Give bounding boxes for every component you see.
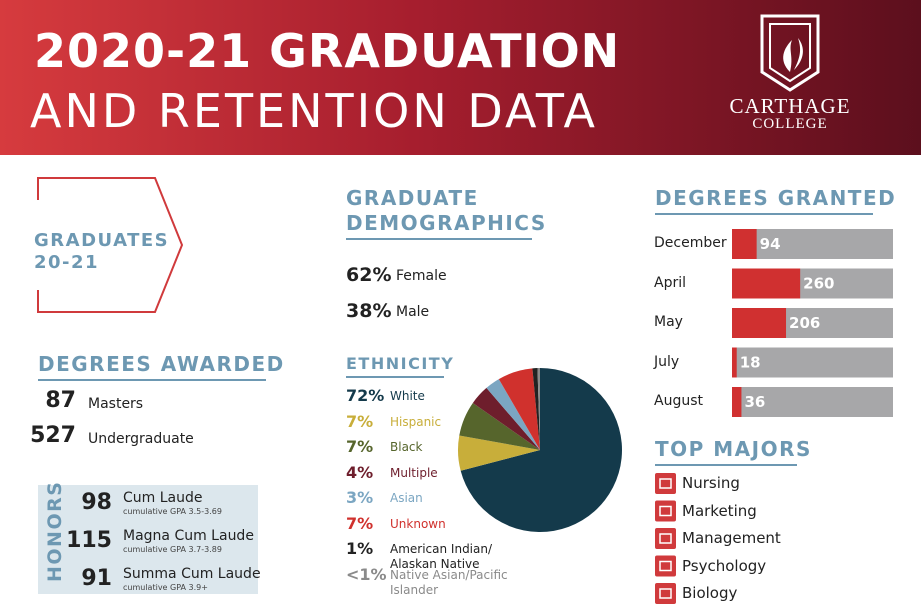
ethnicity-label: Hispanic [390,414,442,429]
bar-label: May [654,314,683,330]
ethnicity-label: Multiple [390,465,438,480]
logo-text: COLLEGE [752,116,828,132]
honor-count: 91 [81,566,112,591]
major-icon [655,500,676,522]
major: Biology [682,584,738,602]
ethnicity-percent: <1% [346,564,387,584]
honor-note: cumulative GPA 3.5-3.69 [123,507,222,516]
pie-slice [532,368,540,450]
major-icon-detail [659,588,672,599]
major-icon [655,555,676,577]
section-title: GRADUATES [34,230,170,251]
count-label: Masters [88,396,144,412]
major: Psychology [682,556,767,575]
bar [732,387,742,417]
count-label: Undergraduate [88,431,194,447]
bar-value: 94 [760,235,781,253]
ethnicity-label: White [390,389,425,403]
ethnicity-label: American Indian/ Alaskan Native [390,542,493,571]
ethnicity-percent: 7% [346,513,374,533]
bar [732,229,757,259]
bar-label: August [654,393,703,409]
gender-percent: 38% [346,300,392,322]
bar-track [732,347,893,378]
ethnicity-percent: 7% [346,437,374,456]
pie-slice [498,368,540,450]
ethnicity-percent: 1% [346,539,374,558]
major-icon-detail [659,478,672,489]
section-title: GRADUATE [346,186,479,210]
ethnicity-percent: 4% [346,462,374,482]
ethnicity-label: Black [390,440,423,454]
ethnicity-label: Unknown [390,516,446,531]
honor-label: Cum Laude [123,490,203,506]
bar-value: 260 [803,275,834,293]
major-icon-detail [659,505,672,517]
gender-percent: 62% [346,264,392,286]
header-band [0,0,921,155]
logo-text: CARTHAGE [729,94,851,118]
bar-label: December [654,235,727,251]
title: 2020-21 GRADUATION [34,24,621,78]
count: 527 [30,423,76,448]
major-icon [655,528,676,549]
bar-value: 206 [789,314,820,332]
honor-label: Magna Cum Laude [123,528,254,544]
logo-shield [760,14,820,92]
bar-track [732,387,893,417]
section-title: ETHNICITY [346,354,453,378]
pie-slice [472,387,540,450]
honor-note: cumulative GPA 3.9+ [123,583,208,592]
gender-label: Male [396,304,430,320]
ethnicity-label: Asian [390,491,423,505]
ethnicity-percent: 3% [346,488,374,507]
count: 87 [45,388,76,413]
bar-label: April [654,274,686,291]
gender-label: Female [396,268,447,284]
major-icon-detail [659,533,672,544]
pie-slice [459,402,540,450]
bar [732,308,787,338]
ethnicity-percent: 7% [346,411,374,431]
section-title: DEGREES AWARDED [38,352,283,381]
honor-count: 115 [66,528,112,553]
bar [732,268,801,299]
ethnicity-label: Native Asian/Pacific Islander [390,567,508,597]
bar-track [732,229,893,259]
bar-label: July [654,353,680,370]
bar-value: 18 [740,354,761,372]
honors-box [38,485,258,594]
bar-value: 36 [744,393,765,411]
major: Management [682,529,781,547]
pie-slice [457,435,540,471]
honor-count: 98 [81,490,112,515]
pie-slice [460,368,623,533]
ethnicity-percent: 72% [346,386,385,405]
section-title: DEGREES GRANTED [655,186,895,215]
major: Marketing [682,501,757,520]
pie-slice [537,368,540,450]
section-title: DEMOGRAPHICS [346,211,545,240]
section-title: 20-21 [34,252,100,273]
chevron [37,177,184,313]
major-icon-detail [659,560,672,572]
major-icon [655,583,676,604]
title: AND RETENTION DATA [30,84,598,138]
honor-label: Summa Cum Laude [123,566,261,582]
major: Nursing [682,474,740,492]
pie-slice [486,379,540,450]
section-title: TOP MAJORS [655,437,810,466]
major-icon [655,473,676,494]
honor-note: cumulative GPA 3.7-3.89 [123,545,222,554]
bar [732,347,737,378]
